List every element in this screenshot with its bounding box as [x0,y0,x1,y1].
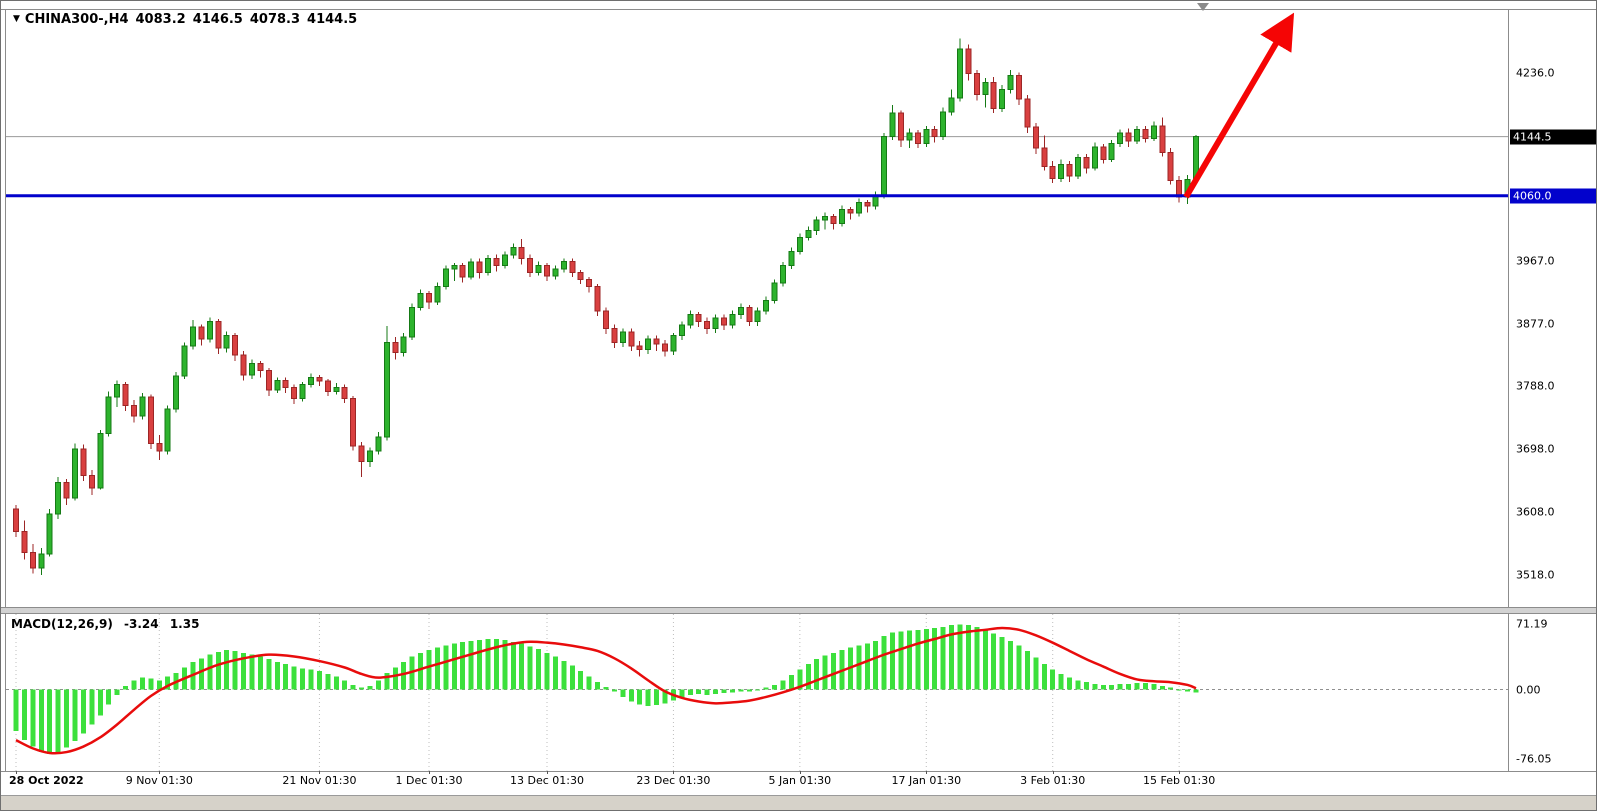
quote-low: 4078.3 [249,12,301,27]
time-tick-label: 9 Nov 01:30 [125,774,193,787]
macd-signal-value: 1.35 [169,617,200,631]
panel-splitter[interactable] [1,607,1596,614]
time-tick-label: 5 Jan 01:30 [768,774,832,787]
macd-chart-canvas[interactable] [6,614,1508,771]
time-tick-label: 17 Jan 01:30 [891,774,962,787]
price-tick-label: 4236.0 [1516,66,1555,80]
price-tick-label: 3698.0 [1516,442,1555,456]
price-tick-label: 3608.0 [1516,505,1555,519]
time-tick-mark [159,771,161,774]
time-tick-label: 13 Dec 01:30 [510,774,584,787]
axis-separator [1508,9,1509,771]
symbol-dropdown-icon[interactable]: ▼ [13,13,20,24]
macd-signal-line [15,626,1197,755]
time-tick-mark [429,771,430,774]
macd-name: MACD(12,26,9) [11,617,113,631]
chart-shift-marker-icon[interactable] [1197,3,1209,11]
time-tick-label: 21 Nov 01:30 [282,774,357,787]
macd-main-value: -3.24 [124,617,159,631]
window-edge-strip [1,795,1596,810]
macd-indicator-label: MACD(12,26,9) -3.24 1.35 [11,617,199,631]
price-axis[interactable]: 4236.0 4144.5 4060.0 3967.0 3877.0 3788.0 3698… [1509,9,1596,607]
time-tick-label: 15 Feb 01:30 [1143,774,1216,787]
time-tick-mark [1179,771,1181,774]
time-tick-label: 23 Dec 01:30 [636,774,711,787]
macd-histogram [13,624,1199,754]
time-tick-mark [547,771,548,774]
price-tag-4060.0: 4060.0 [1510,188,1596,204]
time-tick-label: 1 Dec 01:30 [395,774,463,787]
price-tick-label: 3518.0 [1516,568,1555,582]
price-tick-label: 3877.0 [1516,317,1555,331]
time-tick-mark [926,771,928,774]
time-tick-mark [1052,771,1054,774]
macd-tick-label: 0.00 [1516,683,1541,697]
quote-close: 4144.5 [307,12,358,27]
quote-high: 4146.5 [192,12,243,27]
time-tick-mark [673,771,675,774]
time-tick-mark [319,771,321,774]
time-tick-label: 28 Oct 2022 [9,774,84,787]
macd-tick-label: -76.05 [1516,752,1552,766]
price-tag-4144.5: 4144.5 [1510,129,1596,145]
time-tick-mark [799,771,801,774]
price-tick-label: 3788.0 [1516,379,1555,393]
time-axis-border [1,771,1596,772]
time-tick-mark [16,771,17,774]
chart-top-border [1,9,1596,10]
chart-left-border [5,9,6,771]
price-chart-canvas[interactable] [6,9,1508,607]
candles [13,38,1199,575]
macd-axis[interactable]: 71.19 0.00 -76.05 [1509,614,1596,771]
time-axis[interactable]: 28 Oct 2022 9 Nov 01:30 21 Nov 01:30 1 Dec … [6,773,1508,791]
symbol-label: CHINA300-,H4 [24,12,129,27]
price-tick-label: 3967.0 [1516,254,1555,268]
time-tick-label: 3 Feb 01:30 [1020,774,1086,787]
quote-open: 4083.2 [135,12,186,27]
symbol-quote-header: ▼ CHINA300-,H4 4083.2 4146.5 4078.3 4144… [13,12,357,27]
macd-tick-label: 71.19 [1516,617,1548,631]
